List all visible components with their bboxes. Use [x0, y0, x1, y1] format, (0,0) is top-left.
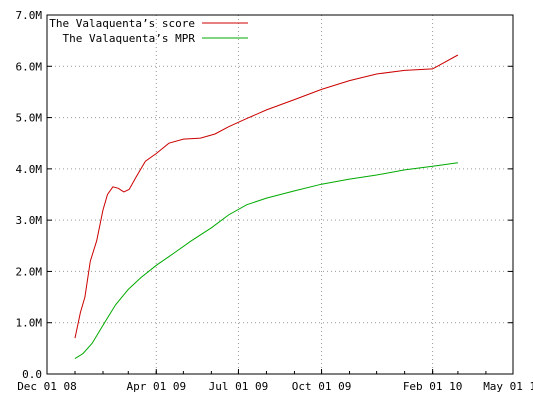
- x-tick-label: Dec 01 08: [17, 380, 77, 393]
- series-lines: [74, 54, 459, 360]
- y-tick-label: 6.0M: [16, 60, 43, 73]
- y-tick-label: 3.0M: [16, 214, 43, 227]
- legend-label-mpr: The Valaquenta’s MPR: [63, 32, 196, 45]
- x-tick-label: May 01 10: [483, 380, 533, 393]
- y-tick-label: 7.0M: [16, 9, 43, 22]
- series-line-score: [74, 54, 459, 339]
- x-tick-label: Oct 01 09: [292, 380, 352, 393]
- plot-frame: [46, 14, 514, 375]
- y-tick-label: 1.0M: [16, 317, 43, 330]
- series-line-mpr: [74, 162, 458, 360]
- legend: The Valaquenta’s score The Valaquenta’s M…: [49, 17, 248, 45]
- y-tick-label: 0.0: [22, 368, 42, 381]
- legend-label-score: The Valaquenta’s score: [49, 17, 195, 30]
- y-tick-label: 5.0M: [16, 112, 43, 125]
- x-tick-label: Feb 01 10: [403, 380, 463, 393]
- y-tick-label: 2.0M: [16, 265, 43, 278]
- y-tick-label: 4.0M: [16, 163, 43, 176]
- axis-labels: 0.0 1.0M 2.0M 3.0M 4.0M 5.0M 6.0M 7.0M Dec 01 08…: [16, 9, 533, 393]
- grid-lines: [46, 15, 514, 374]
- x-tick-label: Apr 01 09: [126, 380, 186, 393]
- x-tick-label: Jul 01 09: [209, 380, 269, 393]
